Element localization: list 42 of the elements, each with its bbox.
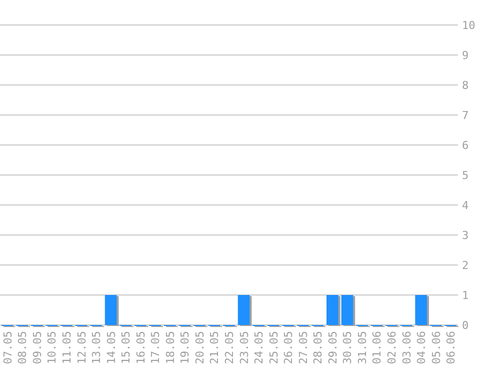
x-tick-label: 04.06: [415, 331, 428, 364]
x-tick-label: 13.05: [90, 331, 104, 364]
y-tick-label: 9: [462, 48, 469, 62]
y-tick-label: 8: [462, 78, 469, 92]
x-tick-label: 27.05: [296, 331, 310, 364]
y-tick-label: 10: [462, 18, 476, 32]
x-tick-label: 26.05: [282, 331, 296, 364]
x-tick-label: 21.05: [208, 331, 222, 364]
x-tick-label: 05.06: [430, 331, 443, 364]
x-tick-label: 22.05: [223, 331, 236, 364]
y-tick-label: 7: [462, 108, 469, 122]
x-tick-label: 20.05: [193, 331, 206, 364]
x-tick-label: 25.05: [267, 331, 280, 364]
x-tick-label: 08.05: [16, 331, 30, 364]
x-tick-label: 06.06: [444, 331, 458, 364]
x-tick-label: 29.05: [326, 331, 340, 364]
x-tick-label: 19.05: [178, 331, 192, 364]
y-tick-label: 6: [462, 138, 469, 152]
y-tick-label: 0: [462, 318, 469, 332]
x-tick-label: 11.05: [60, 331, 74, 364]
x-tick-label: 12.05: [75, 331, 88, 364]
y-tick-label: 2: [462, 258, 469, 272]
x-tick-label: 17.05: [149, 331, 162, 364]
x-tick-label: 31.05: [356, 331, 369, 364]
x-tick-label: 09.05: [30, 331, 44, 364]
x-tick-label: 18.05: [164, 331, 177, 364]
x-tick-label: 01.06: [370, 331, 384, 364]
x-tick-label: 03.06: [400, 331, 414, 364]
y-tick-label: 1: [462, 288, 469, 302]
x-tick-label: 24.05: [252, 331, 266, 364]
y-tick-label: 4: [462, 198, 469, 212]
x-tick-label: 30.05: [341, 331, 354, 364]
x-tick-label: 14.05: [104, 331, 118, 364]
x-tick-label: 02.06: [386, 331, 399, 364]
y-tick-label: 3: [462, 228, 469, 242]
x-tick-label: 07.05: [1, 331, 14, 364]
x-tick-label: 23.05: [238, 331, 251, 364]
y-tick-label: 5: [462, 168, 469, 182]
x-tick-label: 16.05: [134, 331, 148, 364]
x-tick-label: 15.05: [120, 331, 133, 364]
x-tick-label: 10.05: [46, 331, 59, 364]
x-tick-label: 28.05: [312, 331, 325, 364]
